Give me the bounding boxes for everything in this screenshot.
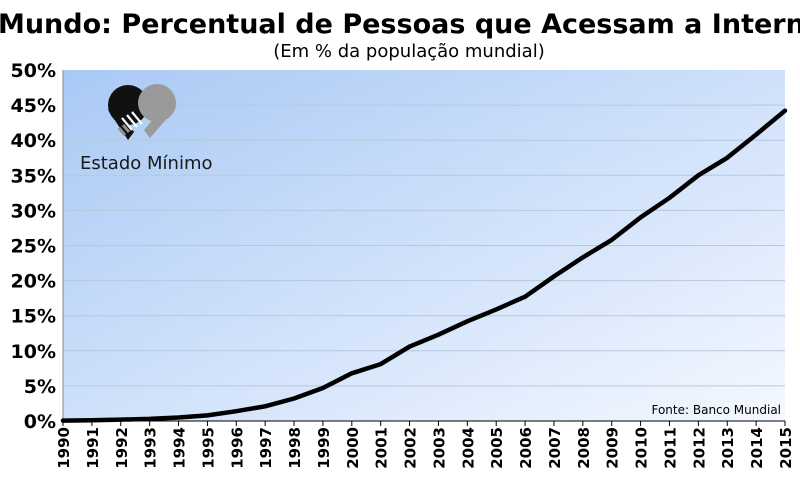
chart-title: Mundo: Percentual de Pessoas que Acessam… <box>0 9 800 40</box>
x-tick-label: 1993 <box>142 427 160 469</box>
x-tick-label: 1998 <box>286 427 304 469</box>
x-tick-label: 2002 <box>402 427 420 469</box>
series-line <box>60 108 788 423</box>
y-tick-label: 50% <box>11 60 56 82</box>
x-tick-label: 2007 <box>546 427 564 469</box>
x-tick-label: 1991 <box>84 427 102 469</box>
data-point <box>61 418 65 423</box>
data-point <box>205 413 210 418</box>
data-point <box>580 255 585 260</box>
data-point <box>551 274 556 279</box>
data-point <box>436 332 441 337</box>
x-tick-label: 2001 <box>373 427 391 469</box>
data-point <box>725 155 730 160</box>
y-tick-label: 15% <box>11 306 56 328</box>
x-tick-label: 2003 <box>430 427 448 469</box>
y-tick-label: 45% <box>11 95 56 117</box>
y-tick-label: 20% <box>11 271 56 293</box>
y-tick-label: 0% <box>24 411 56 433</box>
data-point <box>349 371 354 376</box>
y-tick-label: 40% <box>11 130 56 152</box>
data-point <box>320 386 325 391</box>
x-tick-label: 2011 <box>661 427 679 469</box>
data-point <box>263 404 268 409</box>
data-point <box>465 319 470 324</box>
x-tick-label: 2000 <box>344 427 362 469</box>
y-tick-label: 35% <box>11 165 56 187</box>
x-tick-label: 2006 <box>517 427 535 469</box>
data-point <box>754 132 759 137</box>
x-tick-label: 2004 <box>459 427 477 469</box>
y-tick-label: 5% <box>24 376 56 398</box>
data-point <box>407 344 412 349</box>
grid-lines <box>63 104 785 387</box>
data-point <box>696 173 701 178</box>
x-tick-label: 2009 <box>604 427 622 469</box>
logo-text: Estado Mínimo <box>80 153 213 174</box>
chart-subtitle: (Em % da população mundial) <box>273 41 544 62</box>
data-point <box>667 195 672 200</box>
data-point <box>523 294 528 299</box>
series-layer <box>60 108 788 423</box>
y-tick-label: 10% <box>11 341 56 363</box>
data-point <box>147 416 152 421</box>
data-point <box>638 215 643 220</box>
x-tick-label: 1990 <box>55 427 73 469</box>
logo: Estado Mínimo <box>80 84 213 174</box>
data-point <box>783 108 787 113</box>
x-tick-label: 1996 <box>228 427 246 469</box>
x-tick-label: 2005 <box>488 427 506 469</box>
data-point <box>494 307 499 312</box>
x-tick-label: 2010 <box>633 427 651 469</box>
y-tick-label: 30% <box>11 200 56 222</box>
x-tick-label: 1999 <box>315 427 333 469</box>
x-tick-label: 1992 <box>113 427 131 469</box>
x-tick-label: 1994 <box>171 427 189 469</box>
handshake-icon <box>108 84 176 140</box>
x-tick-label: 1997 <box>257 427 275 469</box>
data-point <box>609 237 614 242</box>
x-tick-label: 1995 <box>199 427 217 469</box>
data-point <box>378 362 383 367</box>
x-tick-label: 2012 <box>690 427 708 469</box>
source-note: Fonte: Banco Mundial <box>651 403 781 417</box>
x-tick-label: 2014 <box>748 427 766 469</box>
data-point <box>234 409 239 414</box>
data-point <box>89 418 94 423</box>
data-point <box>292 396 297 401</box>
x-tick-label: 2008 <box>575 427 593 469</box>
y-tick-label: 25% <box>11 236 56 258</box>
data-point <box>176 415 181 420</box>
data-point <box>118 417 123 422</box>
x-tick-label: 2015 <box>777 427 795 469</box>
x-tick-label: 2013 <box>719 427 737 469</box>
y-axis-ticks: 0% 5% 10% 15% 20% 25% 30% 35% 40% 45% 50% <box>11 60 56 433</box>
x-axis-ticks: 1990 1991 1992 1993 1994 1995 1996 1997 1998 1999… <box>55 421 795 469</box>
